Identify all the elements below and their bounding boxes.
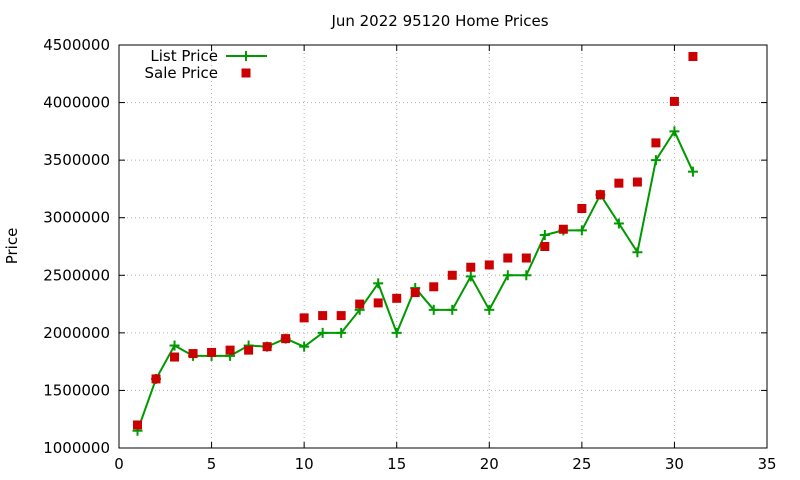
list-price-point — [539, 229, 550, 240]
sale-price-point — [558, 224, 568, 234]
y-tick-label: 4500000 — [43, 36, 110, 54]
sale-price-point — [577, 204, 587, 214]
sale-price-point — [688, 52, 698, 62]
chart-title: Jun 2022 95120 Home Prices — [330, 12, 548, 30]
legend-label-sale-price: Sale Price — [145, 64, 218, 82]
list-price-point — [687, 166, 698, 177]
sale-price-point — [410, 288, 420, 298]
sale-price-point — [318, 311, 328, 321]
y-tick-label: 3000000 — [43, 209, 110, 227]
list-price-point — [373, 278, 384, 289]
y-tick-label: 3500000 — [43, 151, 110, 169]
sale-price-point — [669, 96, 679, 106]
y-tick-label: 2500000 — [43, 266, 110, 284]
sale-price-point — [521, 253, 531, 263]
list-price-point — [484, 304, 495, 315]
x-tick-label: 35 — [757, 455, 776, 473]
list-price-point — [502, 270, 513, 281]
list-price-point — [465, 271, 476, 282]
sale-price-point — [503, 253, 513, 263]
sale-price-point — [447, 270, 457, 280]
x-tick-label: 20 — [480, 455, 499, 473]
list-price-line — [136, 129, 694, 432]
y-tick-label: 2000000 — [43, 324, 110, 342]
list-price-point — [613, 218, 624, 229]
sale-price-point — [466, 262, 476, 272]
legend-marker-list-price — [241, 51, 251, 61]
legend-marker-sale-price — [241, 68, 251, 78]
list-price-point — [299, 341, 310, 352]
list-price-point — [447, 304, 458, 315]
sale-price-point — [429, 282, 439, 292]
sale-price-point — [170, 352, 180, 362]
grid — [119, 45, 767, 448]
sale-price-point — [632, 177, 642, 187]
plot-frame — [118, 44, 768, 449]
list-price-point — [632, 247, 643, 258]
x-tick-label: 5 — [207, 455, 217, 473]
sale-price-point — [373, 298, 383, 308]
y-tick-label: 4000000 — [43, 94, 110, 112]
sale-price-point — [244, 345, 254, 355]
sale-price-point — [614, 178, 624, 188]
series-layer — [132, 52, 698, 436]
y-axis-label: Price — [3, 228, 21, 265]
x-tick-label: 10 — [295, 455, 314, 473]
list-price-point — [669, 126, 680, 137]
list-price-point — [391, 327, 402, 338]
x-tick-label: 25 — [572, 455, 591, 473]
sale-price-point — [595, 190, 605, 200]
sale-price-point — [262, 342, 272, 352]
sale-price-point — [651, 138, 661, 148]
x-tick-label: 15 — [387, 455, 406, 473]
x-tick-label: 30 — [665, 455, 684, 473]
sale-price-point — [225, 345, 235, 355]
sale-price-point — [188, 349, 198, 359]
list-price-point — [650, 155, 661, 166]
list-price-point — [317, 327, 328, 338]
series-sale-price — [133, 52, 698, 430]
sale-price-point — [392, 293, 402, 303]
list-price-point — [169, 340, 180, 351]
axis-ticks: 0 5 10 15 20 25 30 35 1000000 1500000 2000000 25000… — [43, 36, 776, 473]
sale-price-point — [540, 242, 550, 251]
sale-price-point — [133, 420, 143, 430]
sale-price-point — [151, 374, 161, 384]
sale-price-point — [484, 260, 494, 270]
y-tick-label: 1500000 — [43, 381, 110, 399]
list-price-point — [336, 327, 347, 338]
sale-price-point — [355, 299, 365, 309]
list-price-point — [576, 225, 587, 236]
y-tick-label: 1000000 — [43, 439, 110, 457]
legend-label-list-price: List Price — [150, 47, 218, 65]
series-list-price — [132, 126, 698, 436]
x-tick-label: 0 — [114, 455, 124, 473]
list-price-point — [521, 270, 532, 281]
sale-price-point — [299, 313, 309, 323]
list-price-point — [428, 304, 439, 315]
sale-price-point — [207, 347, 217, 357]
sale-price-point — [336, 311, 346, 321]
sale-price-point — [281, 334, 291, 344]
